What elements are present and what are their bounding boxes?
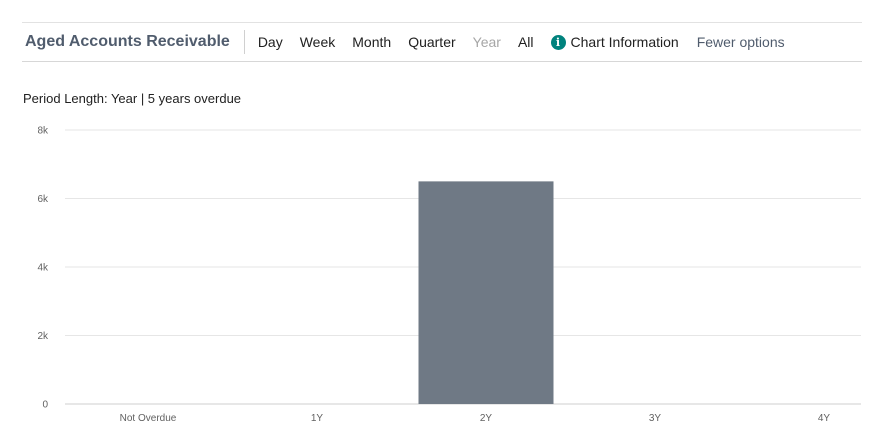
y-tick-label: 4k: [37, 263, 49, 274]
period-length-label: Period Length: Year | 5 years overdue: [23, 91, 242, 106]
x-tick-label: 1Y: [311, 413, 324, 424]
y-tick-label: 2k: [37, 331, 49, 342]
period-option-all[interactable]: All: [517, 34, 534, 50]
x-tick-label: 3Y: [649, 413, 662, 424]
period-option-quarter[interactable]: Quarter: [408, 34, 456, 50]
toolbar-separator: [243, 30, 245, 54]
info-icon: i: [550, 34, 566, 50]
chart-title: Aged Accounts Receivable: [25, 33, 230, 50]
chart-information-button[interactable]: i Chart Information: [550, 34, 679, 50]
y-tick-label: 8k: [37, 126, 49, 137]
toolbar-top-divider: [22, 22, 862, 23]
period-option-day[interactable]: Day: [257, 34, 283, 50]
period-option-month[interactable]: Month: [352, 34, 392, 50]
chart-information-label: Chart Information: [570, 34, 679, 50]
x-tick-label: 2Y: [480, 413, 493, 424]
period-option-year: Year: [472, 34, 501, 50]
chart-toolbar: Aged Accounts Receivable Day Week Month …: [22, 23, 862, 61]
y-tick-label: 6k: [37, 194, 49, 205]
x-tick-label: 4Y: [818, 413, 831, 424]
x-tick-label: Not Overdue: [120, 413, 177, 424]
y-tick-label: 0: [42, 400, 48, 411]
fewer-options-button[interactable]: Fewer options: [696, 34, 785, 50]
bar-2y: [418, 181, 554, 404]
toolbar-bottom-divider: [22, 61, 862, 62]
period-option-week[interactable]: Week: [299, 34, 336, 50]
